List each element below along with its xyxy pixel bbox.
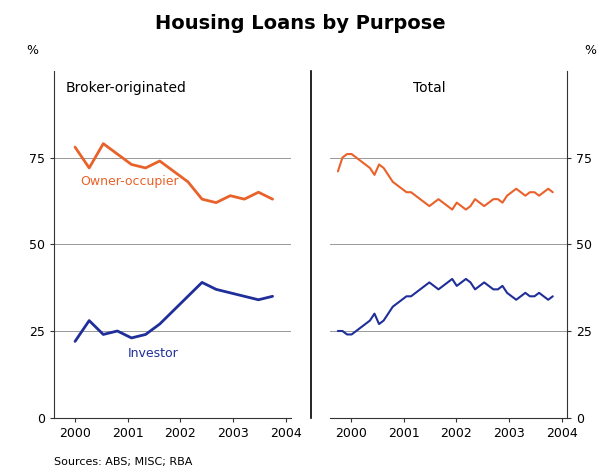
Text: Owner-occupier: Owner-occupier	[80, 175, 179, 188]
Text: %: %	[26, 44, 38, 57]
Text: Sources: ABS; MISC; RBA: Sources: ABS; MISC; RBA	[54, 457, 193, 467]
Text: Investor: Investor	[128, 347, 178, 360]
Text: Total: Total	[413, 81, 446, 95]
Text: Housing Loans by Purpose: Housing Loans by Purpose	[155, 14, 445, 33]
Text: %: %	[585, 44, 597, 57]
Text: Broker-originated: Broker-originated	[66, 81, 187, 95]
